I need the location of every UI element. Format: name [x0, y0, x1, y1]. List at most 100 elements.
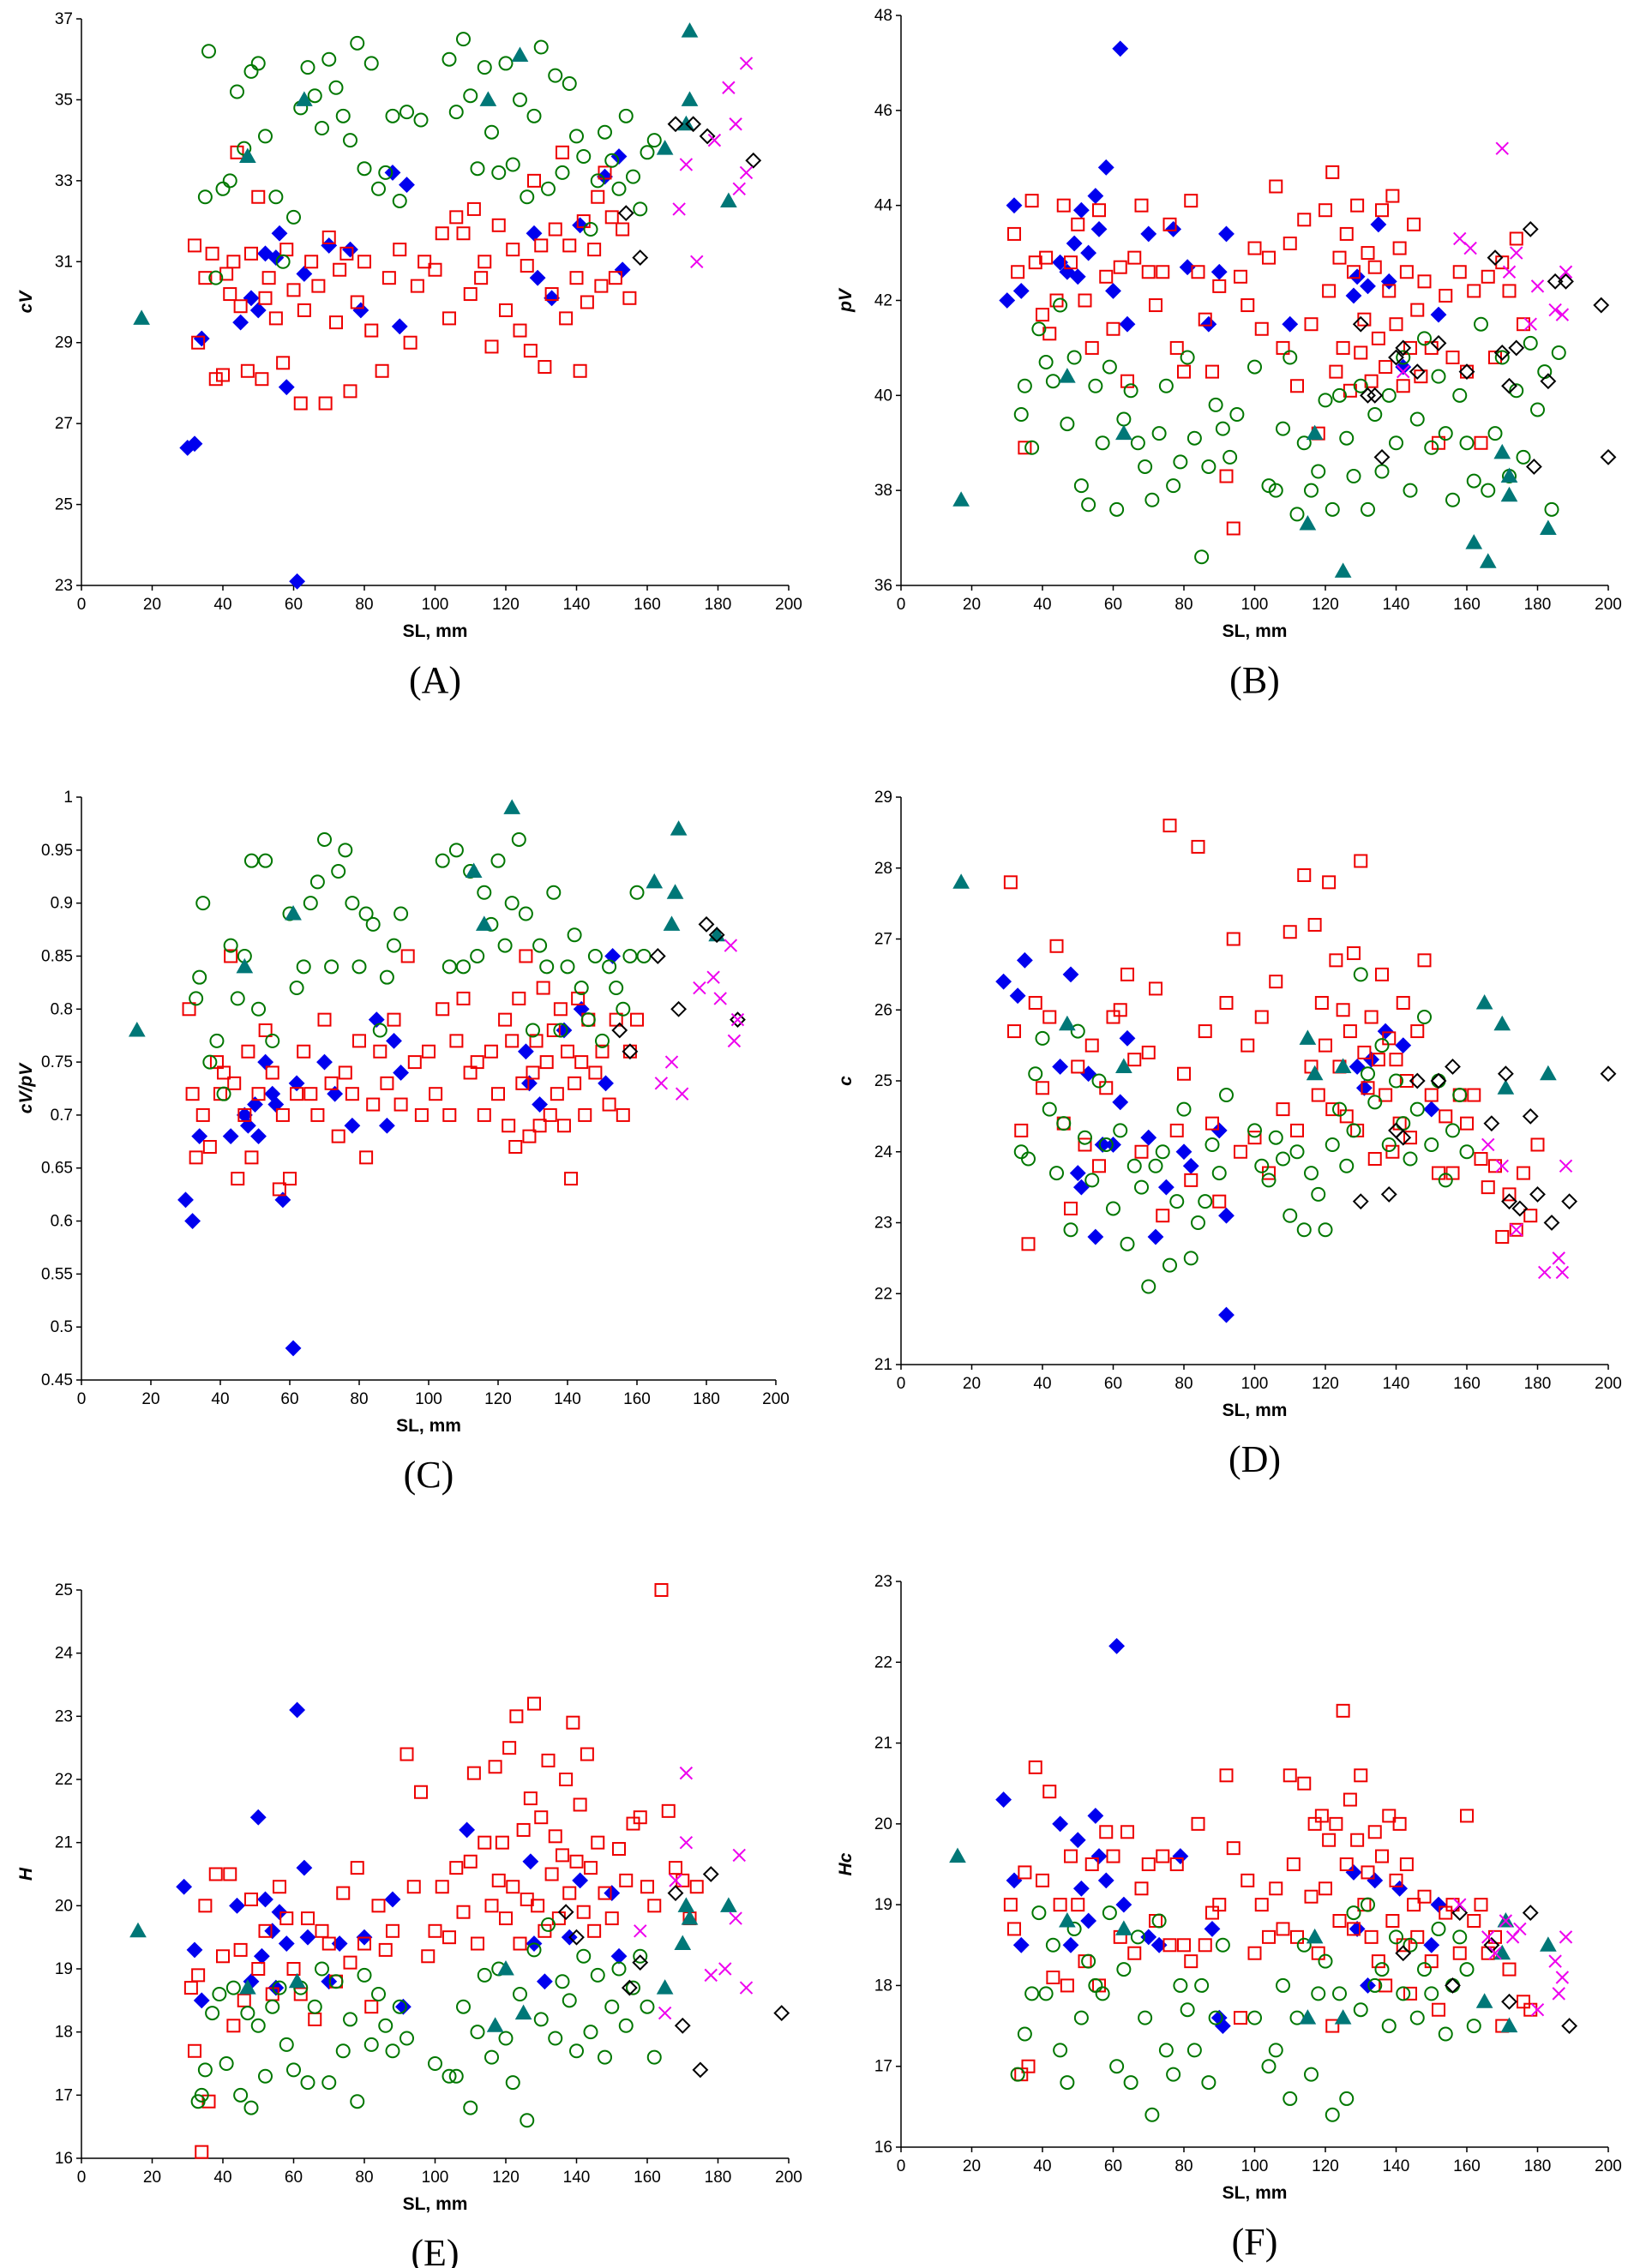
data-point-x — [679, 1766, 694, 1780]
data-point-x — [732, 1848, 746, 1863]
data-point-square-open — [1219, 995, 1234, 1010]
data-point-circle-open — [1120, 1236, 1135, 1251]
data-point-square-open — [676, 1873, 690, 1887]
data-point-circle-open — [456, 1999, 471, 2014]
data-point-circle-open — [560, 959, 575, 975]
y-tick-label: 48 — [874, 7, 892, 25]
data-point-circle-open — [1031, 321, 1047, 337]
data-point-square-open — [1092, 1978, 1106, 1993]
data-point-square-open — [1113, 1003, 1127, 1017]
data-point-circle-open — [1151, 1913, 1167, 1929]
y-tick-label: 17 — [55, 2086, 73, 2104]
data-point-triangle-filled — [1540, 1936, 1557, 1952]
data-point-circle-open — [1162, 1257, 1177, 1273]
data-point-square-open — [258, 1923, 273, 1938]
data-point-circle-open — [511, 831, 526, 847]
data-point-square-open — [1018, 441, 1032, 455]
data-point-square-open — [1311, 1946, 1325, 1960]
data-point-triangle-filled — [1334, 562, 1352, 578]
data-point-square-open — [230, 145, 244, 159]
data-point-diamond-filled — [1108, 1638, 1126, 1654]
data-point-square-open — [669, 1861, 682, 1875]
data-point-square-open — [531, 1899, 545, 1913]
y-tick-label: 21 — [874, 1356, 892, 1374]
data-point-square-open — [1028, 995, 1042, 1010]
x-axis-label: SL, mm — [403, 2194, 468, 2214]
data-point-square-open — [1350, 1833, 1365, 1847]
data-point-triangle-filled — [720, 1897, 737, 1912]
data-point-square-open — [251, 1087, 266, 1101]
data-point-square-open — [556, 1119, 571, 1133]
data-point-x — [1502, 265, 1517, 279]
data-point-diamond-filled — [250, 1128, 267, 1145]
data-point-square-open — [633, 1810, 647, 1825]
data-point-circle-open — [498, 2031, 514, 2046]
data-point-square-open — [435, 1880, 449, 1894]
data-point-circle-open — [1045, 374, 1060, 389]
data-point-square-open — [436, 1002, 450, 1017]
data-point-circle-open — [555, 1974, 570, 1989]
data-point-diamond-open — [1445, 1977, 1461, 1994]
data-point-circle-open — [1466, 2019, 1481, 2034]
data-point-diamond-filled — [517, 1043, 534, 1060]
data-point-square-open — [1347, 1922, 1361, 1936]
data-point-square-open — [1099, 1081, 1114, 1095]
data-point-circle-open — [633, 201, 648, 217]
data-point-square-open — [1184, 194, 1198, 208]
data-point-circle-open — [1173, 1977, 1188, 1993]
data-point-circle-open — [1247, 2010, 1262, 2025]
data-point-diamond-filled — [1012, 283, 1030, 299]
data-point-square-open — [1003, 875, 1018, 890]
data-point-circle-open — [1116, 1962, 1132, 1977]
data-point-square-open — [1290, 1123, 1304, 1137]
data-point-diamond-filled — [459, 1821, 476, 1839]
data-point-square-open — [532, 1119, 547, 1133]
data-point-square-open — [478, 1835, 492, 1850]
data-point-circle-open — [1438, 2026, 1453, 2042]
data-point-square-open — [1389, 1053, 1403, 1067]
data-point-square-open — [1375, 1849, 1389, 1863]
data-point-circle-open — [1530, 402, 1545, 417]
data-point-diamond-filled — [1175, 1143, 1192, 1161]
data-point-square-open — [612, 1842, 626, 1857]
data-point-circle-open — [1268, 483, 1283, 498]
x-tick-label: 100 — [1241, 2157, 1269, 2175]
data-point-circle-open — [216, 1086, 231, 1101]
y-tick-label: 0.55 — [41, 1265, 73, 1283]
data-point-circle-open — [379, 969, 394, 985]
data-point-square-open — [310, 1107, 325, 1122]
data-point-diamond-filled — [1087, 1228, 1104, 1245]
data-point-circle-open — [1151, 426, 1167, 441]
data-point-x — [729, 1911, 742, 1925]
data-point-circle-open — [513, 92, 527, 107]
data-point-square-open — [595, 1044, 610, 1059]
data-point-square-open — [1120, 967, 1134, 981]
data-point-square-open — [661, 1803, 676, 1818]
data-point-triangle-filled — [1500, 467, 1518, 483]
data-point-square-open — [1382, 1809, 1397, 1823]
data-point-circle-open — [1102, 359, 1117, 375]
panel-d: 21 22 23 24 25 26 27 28 29 0 20 40 60 80 100 120 140 160 1… — [836, 789, 1622, 1480]
data-point-circle-open — [197, 2062, 213, 2078]
data-point-x — [739, 1981, 754, 1995]
data-point-diamond-filled — [193, 1992, 210, 2009]
data-point-x — [1555, 308, 1570, 321]
data-point-square-open — [1071, 1898, 1085, 1912]
data-point-circle-open — [1509, 383, 1524, 399]
data-point-diamond-open — [1430, 334, 1447, 351]
data-point-triangle-filled — [288, 1972, 306, 1989]
data-point-circle-open — [1516, 449, 1531, 465]
data-point-circle-open — [1318, 393, 1333, 408]
data-point-diamond-filled — [1062, 1936, 1079, 1953]
data-point-x — [669, 1874, 682, 1887]
data-point-triangle-filled — [475, 915, 493, 931]
x-tick-label: 0 — [897, 1375, 906, 1393]
data-point-diamond-open — [1487, 249, 1504, 267]
data-point-diamond-filled — [1097, 1872, 1114, 1889]
data-point-circle-open — [1459, 1144, 1475, 1160]
data-point-diamond-filled — [1165, 220, 1182, 237]
x-tick-label: 160 — [1453, 2157, 1481, 2175]
data-point-diamond-filled — [271, 225, 288, 242]
data-point-diamond-open — [1352, 1193, 1369, 1210]
